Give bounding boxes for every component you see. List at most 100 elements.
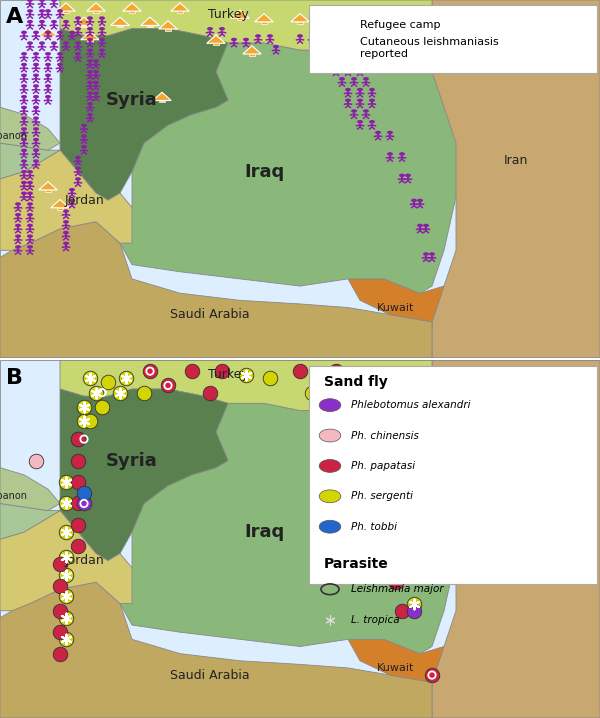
Circle shape — [33, 159, 39, 163]
Circle shape — [21, 52, 27, 55]
Text: Ph. papatasi: Ph. papatasi — [351, 461, 415, 471]
Point — [85, 373, 95, 384]
Polygon shape — [51, 200, 69, 208]
Circle shape — [21, 95, 27, 98]
Point — [61, 591, 71, 602]
Polygon shape — [123, 3, 141, 11]
Point — [205, 387, 215, 398]
Circle shape — [333, 66, 339, 70]
Circle shape — [39, 9, 45, 13]
Point — [163, 380, 173, 391]
Point — [367, 516, 377, 527]
Point — [79, 416, 89, 427]
Circle shape — [429, 252, 435, 256]
Point — [73, 519, 83, 531]
Circle shape — [387, 152, 393, 156]
Circle shape — [27, 20, 33, 24]
Point — [331, 401, 341, 413]
Point — [241, 369, 251, 381]
Polygon shape — [87, 3, 105, 11]
Circle shape — [63, 241, 69, 245]
Point — [361, 494, 371, 505]
Polygon shape — [0, 143, 60, 179]
Point — [61, 526, 71, 538]
FancyBboxPatch shape — [309, 5, 597, 73]
Point — [409, 598, 419, 610]
Text: Iraq: Iraq — [244, 523, 284, 541]
Point — [73, 434, 83, 445]
Polygon shape — [0, 503, 60, 539]
Point — [73, 498, 83, 509]
Point — [409, 598, 419, 610]
Point — [379, 569, 389, 581]
Circle shape — [93, 91, 99, 95]
Bar — [260, 22, 268, 24]
Circle shape — [319, 490, 341, 503]
Point — [115, 387, 125, 398]
Circle shape — [411, 199, 417, 202]
Text: Lebanon: Lebanon — [0, 131, 27, 141]
Circle shape — [45, 73, 51, 77]
Circle shape — [33, 84, 39, 88]
Circle shape — [33, 62, 39, 66]
Circle shape — [69, 188, 75, 192]
Text: Phlebotomus alexandri: Phlebotomus alexandri — [351, 400, 470, 410]
Text: Refugee camp: Refugee camp — [360, 20, 440, 30]
Polygon shape — [39, 28, 57, 36]
Polygon shape — [60, 389, 228, 561]
Point — [409, 598, 419, 610]
Point — [373, 541, 383, 552]
Circle shape — [243, 38, 249, 41]
Text: L. tropica: L. tropica — [351, 615, 400, 625]
Polygon shape — [348, 279, 444, 322]
Circle shape — [21, 106, 27, 109]
Point — [343, 437, 353, 449]
Point — [79, 401, 89, 413]
Circle shape — [45, 52, 51, 55]
Point — [85, 373, 95, 384]
Bar — [116, 26, 124, 27]
Circle shape — [87, 17, 93, 20]
Circle shape — [51, 0, 57, 2]
Point — [355, 476, 365, 488]
Point — [295, 365, 305, 377]
Text: Kuwait: Kuwait — [377, 302, 415, 312]
Circle shape — [33, 149, 39, 152]
Circle shape — [33, 138, 39, 141]
Point — [61, 612, 71, 624]
Point — [61, 551, 71, 563]
Point — [61, 569, 71, 581]
Point — [91, 387, 101, 398]
Circle shape — [21, 73, 27, 77]
Circle shape — [327, 42, 333, 45]
Point — [73, 454, 83, 466]
Circle shape — [45, 84, 51, 88]
Circle shape — [27, 42, 33, 45]
Text: Iran: Iran — [504, 154, 528, 167]
Point — [121, 373, 131, 384]
Circle shape — [57, 9, 63, 13]
Circle shape — [267, 34, 273, 38]
Circle shape — [51, 42, 57, 45]
Circle shape — [357, 120, 363, 123]
Circle shape — [319, 398, 341, 411]
Point — [61, 476, 71, 488]
Point — [61, 551, 71, 563]
Circle shape — [81, 134, 87, 138]
Point — [385, 551, 395, 563]
Point — [103, 376, 113, 388]
Circle shape — [87, 91, 93, 95]
Point — [355, 476, 365, 488]
Polygon shape — [207, 35, 225, 43]
Circle shape — [63, 210, 69, 213]
Circle shape — [15, 213, 21, 217]
Point — [355, 426, 365, 438]
Bar — [44, 190, 52, 192]
Text: A: A — [6, 7, 23, 27]
Polygon shape — [111, 17, 129, 25]
Circle shape — [333, 55, 339, 59]
Polygon shape — [231, 10, 249, 18]
Point — [121, 373, 131, 384]
Bar — [296, 22, 303, 24]
Point — [61, 569, 71, 581]
